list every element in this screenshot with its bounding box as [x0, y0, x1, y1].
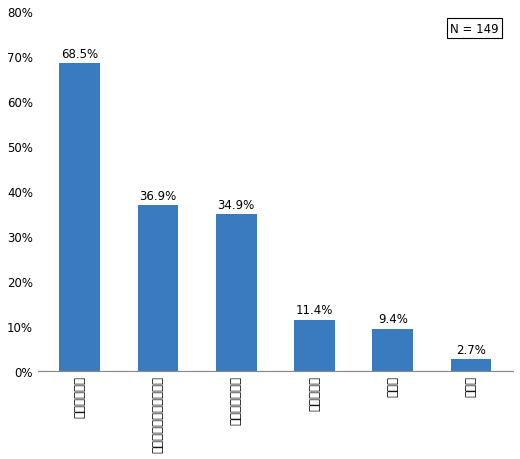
Text: 68.5%: 68.5%: [61, 47, 98, 61]
Bar: [59, 63, 100, 371]
Bar: [372, 329, 413, 371]
Bar: [216, 214, 257, 371]
Bar: [138, 206, 178, 371]
Text: 2.7%: 2.7%: [456, 343, 486, 356]
Text: 34.9%: 34.9%: [218, 198, 255, 211]
Text: N = 149: N = 149: [450, 22, 499, 36]
Bar: [294, 320, 335, 371]
Text: 9.4%: 9.4%: [378, 313, 408, 326]
Text: 11.4%: 11.4%: [296, 304, 333, 317]
Text: 36.9%: 36.9%: [139, 189, 177, 202]
Bar: [451, 359, 491, 371]
